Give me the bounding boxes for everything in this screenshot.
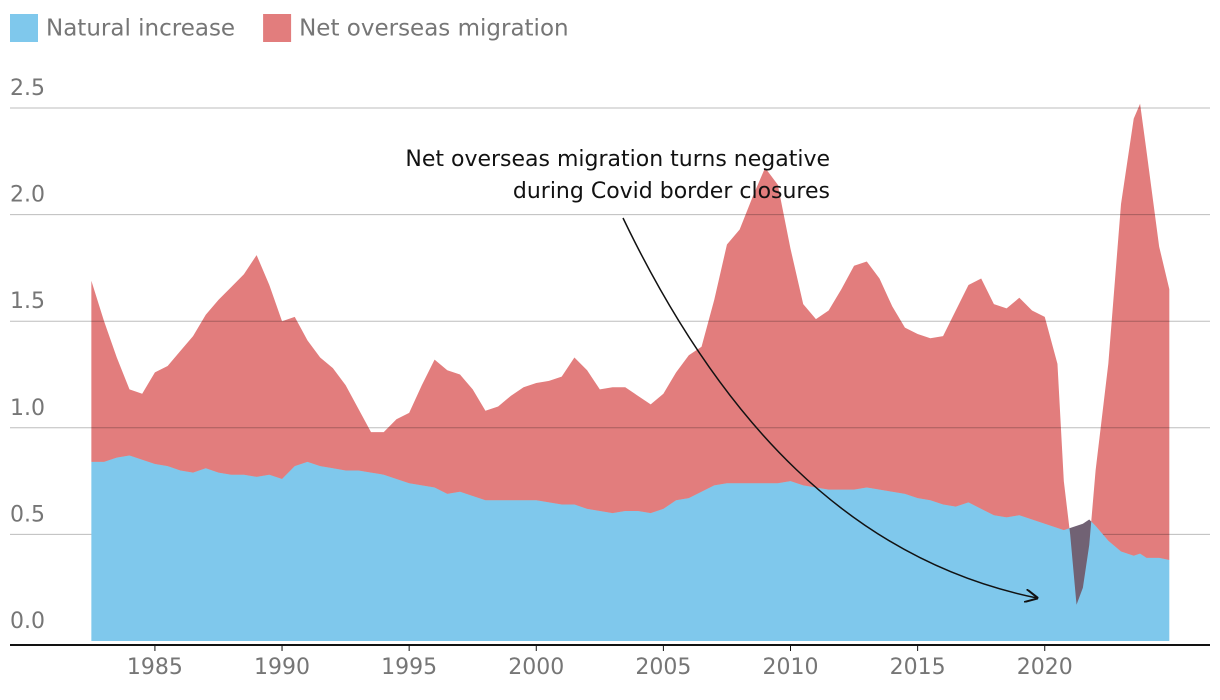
y-tick-label: 2.5	[10, 76, 45, 101]
x-tick-label: 1985	[127, 655, 183, 680]
legend-swatch	[263, 14, 292, 42]
legend-label: Net overseas migration	[299, 16, 569, 42]
annotation: during Covid border closures	[513, 179, 830, 204]
x-tick-label: 1995	[381, 655, 437, 680]
y-tick-label: 0.5	[10, 502, 45, 527]
x-tick-label: 2005	[635, 655, 691, 680]
x-tick-label: 2010	[763, 655, 819, 680]
legend-swatch	[10, 14, 38, 42]
y-tick-label: 2.0	[10, 183, 45, 208]
x-tick-label: 2000	[508, 655, 564, 680]
x-tick-label: 1990	[254, 655, 310, 680]
x-tick-label: 2015	[890, 655, 946, 680]
legend-label: Natural increase	[46, 16, 235, 42]
y-tick-label: 1.0	[10, 396, 45, 421]
annotation-arrow	[622, 217, 1037, 598]
area	[91, 455, 1170, 641]
plot-area	[10, 103, 1210, 641]
area	[91, 103, 1170, 605]
x-tick-label: 2020	[1017, 655, 1073, 680]
annotation: Net overseas migration turns negative	[405, 147, 830, 172]
y-tick-label: 0.0	[10, 609, 45, 634]
overlay: 0.0 0.5 1.0 1.5 2.0 2.5 1985 1990 1995 2000 2005 20…	[10, 14, 1210, 680]
y-tick-label: 1.5	[10, 289, 45, 314]
